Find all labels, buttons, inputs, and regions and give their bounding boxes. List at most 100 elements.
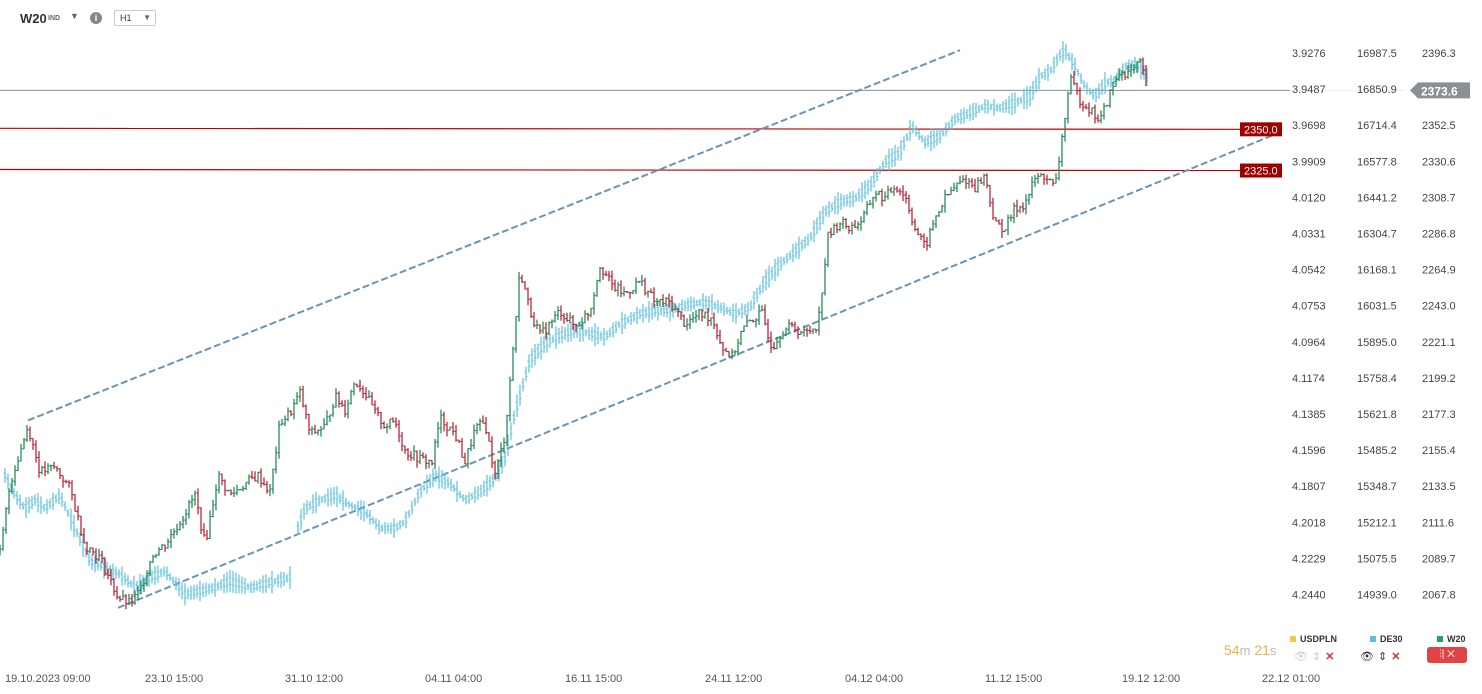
- w20-bar: [598, 267, 602, 283]
- eye-icon[interactable]: 👁: [1360, 651, 1374, 663]
- w20-bar: [628, 291, 632, 299]
- w20-bar: [586, 312, 590, 321]
- w20-bar: [418, 449, 422, 465]
- w20-bar: [190, 494, 194, 509]
- w20-bar: [370, 391, 374, 406]
- w20-bar: [178, 520, 182, 531]
- w20-bar: [133, 590, 137, 605]
- y-axes: 3.9276 3.9487 3.9698 3.9909 4.0120 4.0331 4.05…: [1290, 30, 1482, 630]
- usdpln-bar: [1082, 80, 1086, 89]
- w20-bar: [427, 459, 431, 469]
- sort-icon[interactable]: ⇕: [1377, 651, 1388, 663]
- w20-bar: [1027, 193, 1031, 205]
- w20-bar: [844, 218, 848, 229]
- w20-bar: [1123, 71, 1127, 81]
- de30-bar: [276, 574, 280, 587]
- w20-bar: [724, 347, 728, 353]
- w20-bar: [712, 312, 716, 329]
- usdpln-bar: [1103, 72, 1107, 95]
- usdpln-bar: [1088, 87, 1092, 96]
- w20-bar: [448, 426, 452, 431]
- w20-bar: [589, 307, 593, 318]
- usdpln-bar: [299, 509, 303, 531]
- w20-bar: [508, 376, 512, 422]
- w20-bar: [349, 389, 353, 405]
- x-tick-label: 11.12 15:00: [985, 673, 1042, 685]
- w20-bar: [307, 413, 311, 435]
- price-level-tag[interactable]: 2325.0: [1240, 163, 1282, 178]
- w20-bar: [49, 464, 53, 472]
- de30-bar: [75, 528, 79, 537]
- price-level-tag[interactable]: 2350.0: [1240, 122, 1282, 137]
- eye-icon[interactable]: 👁: [1294, 651, 1308, 663]
- symbol-name[interactable]: W20: [20, 11, 47, 26]
- de30-bar: [81, 534, 85, 557]
- w20-bar: [1066, 91, 1070, 124]
- usdpln-bar: [548, 333, 552, 348]
- usdpln-bar: [818, 210, 822, 231]
- channel-lower-line[interactable]: [117, 131, 1281, 609]
- price-level-line[interactable]: [0, 168, 1241, 172]
- w20-bar: [784, 327, 788, 337]
- info-icon[interactable]: i: [90, 12, 102, 24]
- usdpln-bar: [968, 104, 972, 121]
- usdpln-bar: [515, 394, 519, 418]
- w20-bar: [895, 186, 899, 193]
- usdpln-bar: [893, 144, 897, 167]
- w20-bar: [520, 274, 524, 283]
- usdpln-bar: [728, 307, 732, 317]
- w20-bar: [289, 410, 293, 417]
- de30-bar: [147, 570, 151, 587]
- de30-color-swatch: [1370, 636, 1376, 642]
- usdpln-bar: [341, 490, 345, 511]
- usdpln-bar: [713, 301, 717, 310]
- usdpln-bar: [938, 128, 942, 144]
- w20-bar: [1093, 104, 1097, 124]
- w20-bar: [0, 544, 2, 556]
- symbol-dropdown-icon[interactable]: ▼: [70, 11, 79, 21]
- w20-bar: [223, 479, 227, 496]
- usdpln-bar: [983, 98, 987, 114]
- w20-bar: [355, 383, 359, 388]
- usdpln-bar: [995, 103, 999, 112]
- usdpln-bar: [659, 305, 663, 316]
- usdpln-bar: [1058, 49, 1062, 61]
- trend-channel[interactable]: [27, 49, 1281, 609]
- timeframe-select[interactable]: H1 ▼: [114, 10, 156, 26]
- close-icon[interactable]: ✕: [1325, 651, 1335, 663]
- w20-bar: [1000, 218, 1004, 239]
- usdpln-bar: [425, 474, 429, 494]
- w20-bar: [667, 293, 671, 308]
- de30-bar: [189, 585, 193, 600]
- w20-bar: [121, 589, 125, 601]
- w20-bar: [76, 505, 80, 521]
- usdpln-bar: [527, 354, 531, 373]
- w20-bar: [955, 182, 959, 193]
- usdpln-bar: [839, 193, 843, 210]
- sort-icon[interactable]: ⇕: [1311, 651, 1322, 663]
- de30-tick-label: 16577.8: [1357, 156, 1397, 168]
- de30-bar: [156, 565, 160, 583]
- w20-bar: [820, 292, 824, 319]
- w20-bar: [1096, 114, 1100, 123]
- w20-settings-button[interactable]: ⫶| ✕: [1427, 647, 1467, 663]
- de30-bar: [162, 566, 166, 577]
- w20-bar: [949, 186, 953, 196]
- usdpln-bar: [941, 128, 945, 137]
- w20-bar: [1111, 81, 1115, 96]
- usdpln-bar: [1091, 88, 1095, 100]
- usdpln-bar: [833, 196, 837, 215]
- usdpln-bar: [629, 311, 633, 325]
- usdpln-bar: [509, 422, 513, 441]
- w20-bar: [718, 329, 722, 345]
- price-level-line[interactable]: [0, 127, 1241, 130]
- candle-timer: 54m 21s: [1224, 642, 1276, 658]
- close-icon[interactable]: ✕: [1391, 651, 1401, 663]
- channel-upper-line[interactable]: [27, 49, 961, 422]
- usdpln-bar: [323, 493, 327, 504]
- w20-bar: [673, 303, 677, 311]
- usdpln-tick-label: 4.0331: [1292, 229, 1326, 241]
- usdpln-bar: [401, 519, 405, 527]
- w20-bar: [304, 404, 308, 420]
